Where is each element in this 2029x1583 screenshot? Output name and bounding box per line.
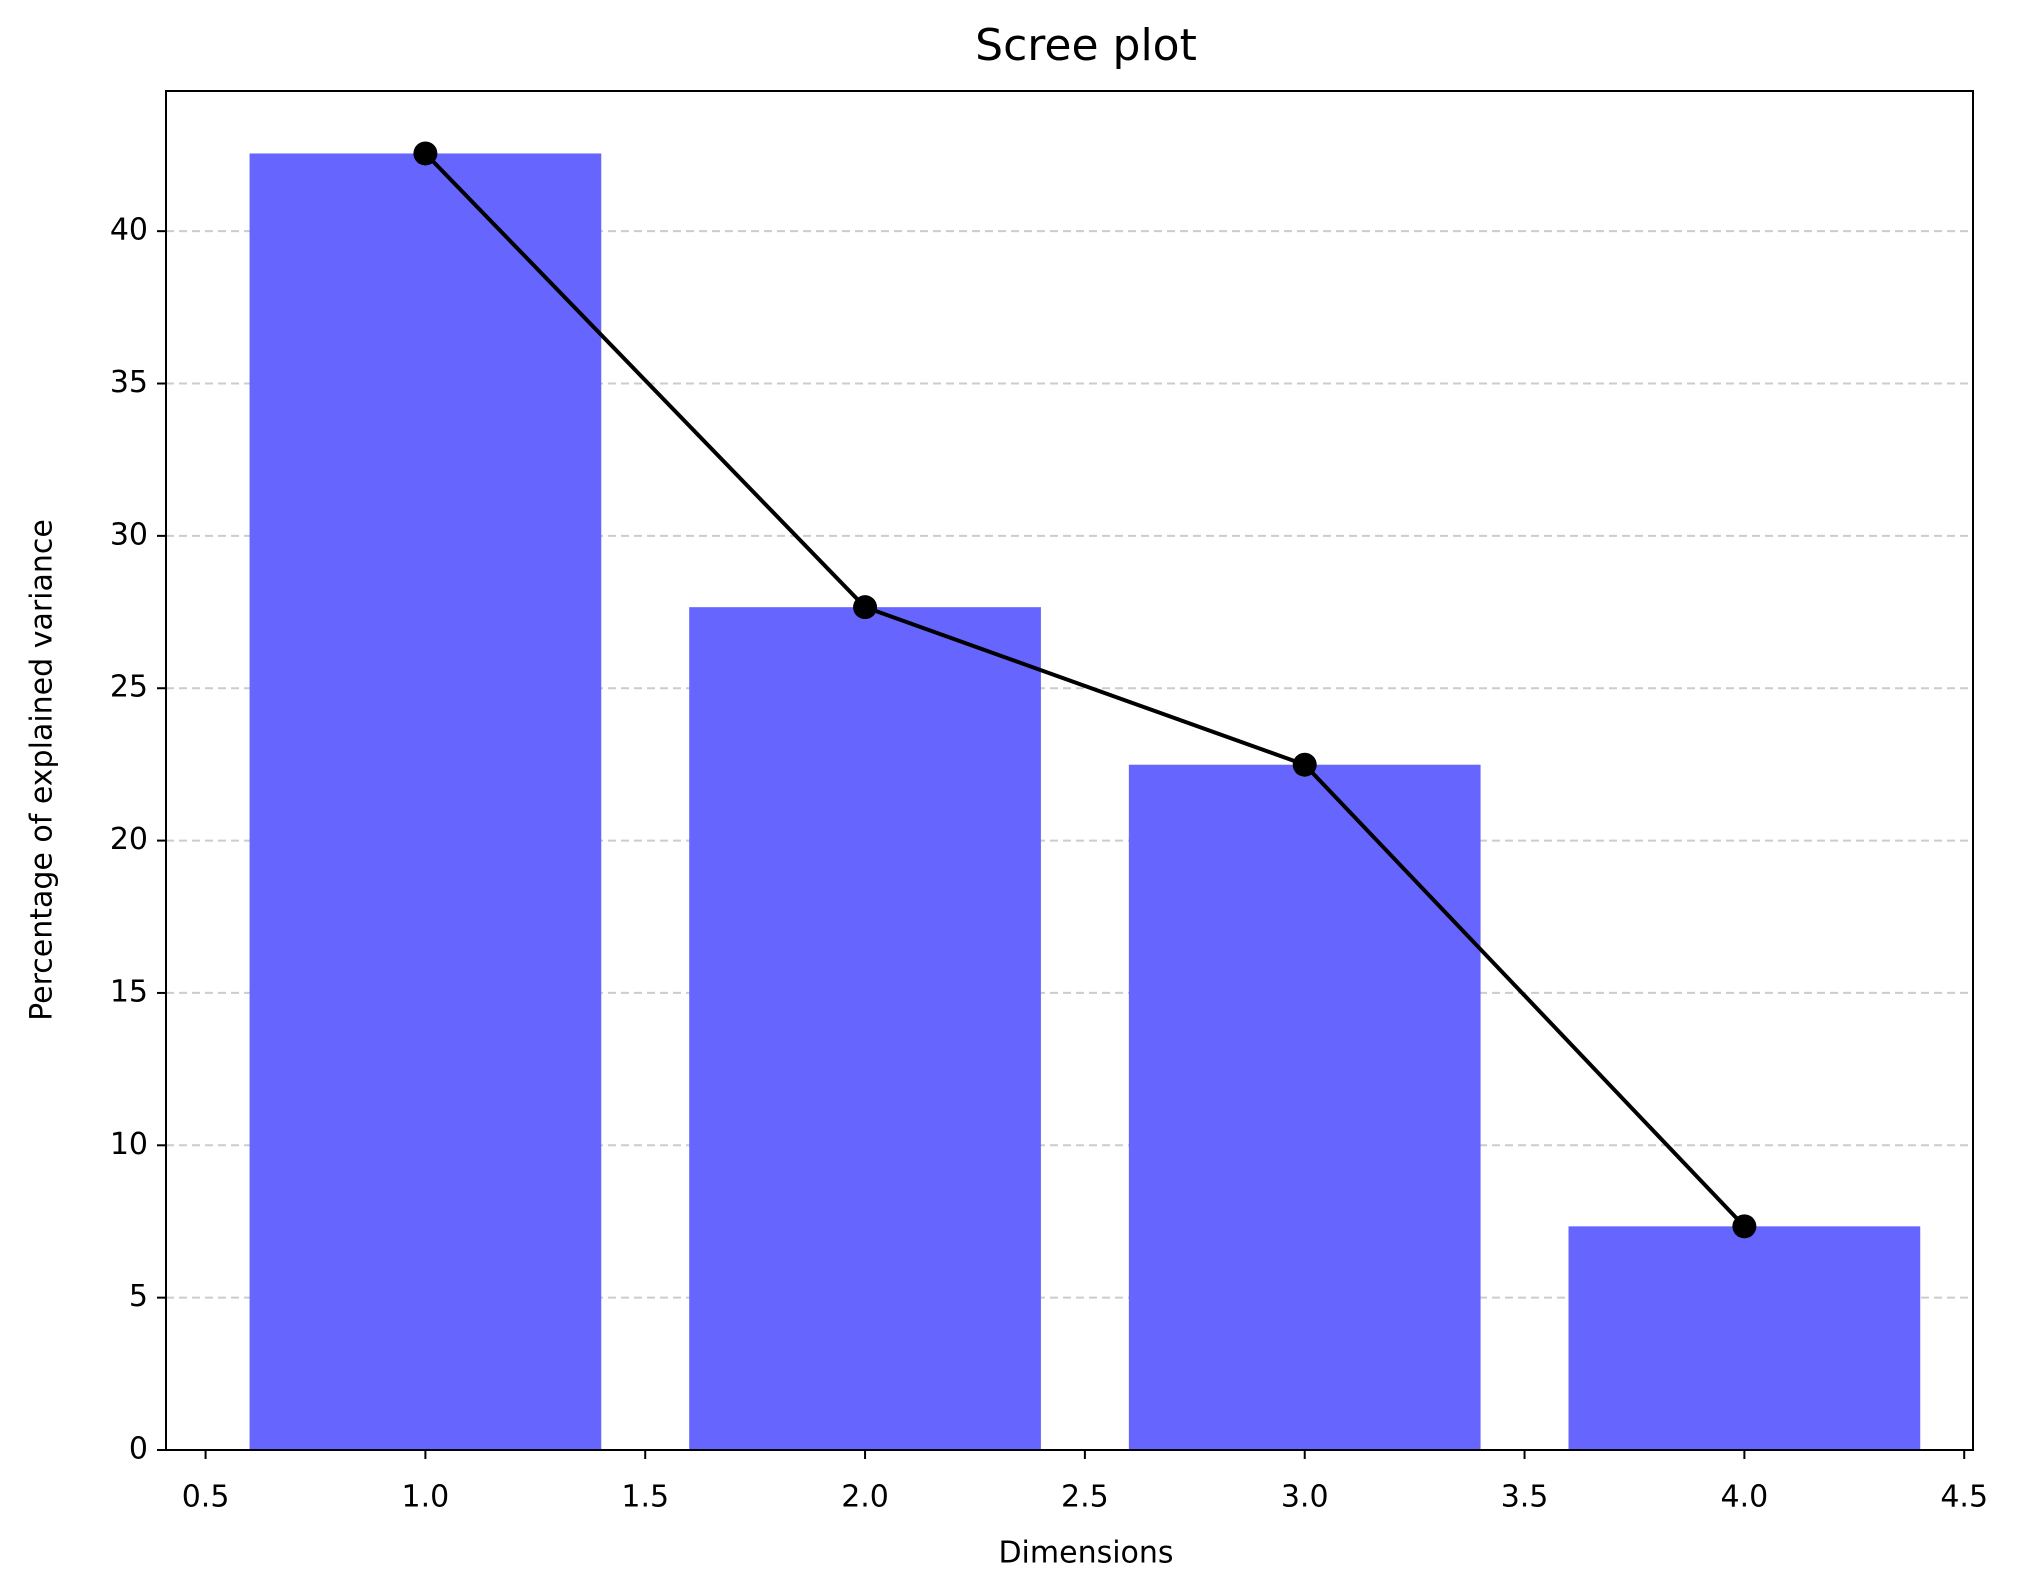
x-tick-label: 4.5: [1940, 1480, 1988, 1515]
x-tick-label: 4.0: [1721, 1480, 1769, 1515]
y-tick-label: 0: [129, 1432, 148, 1467]
chart-title: Scree plot: [975, 20, 1197, 71]
x-tick-label: 0.5: [182, 1480, 230, 1515]
y-tick-label: 30: [110, 517, 148, 552]
marker: [413, 141, 438, 166]
line: [423, 152, 1746, 1228]
x-tick-label: 3.0: [1281, 1480, 1329, 1515]
y-tick-label: 20: [110, 822, 148, 857]
x-axis-label: Dimensions: [998, 1536, 1173, 1571]
y-tick-label: 40: [110, 213, 148, 248]
bar: [1128, 764, 1481, 1450]
bar: [689, 607, 1041, 1450]
bar: [1568, 1226, 1921, 1450]
y-tick-label: 25: [110, 670, 148, 705]
plot-frame: [165, 90, 1974, 1451]
marker: [1732, 1214, 1757, 1239]
bar: [249, 153, 602, 1451]
y-tick-label: 35: [110, 365, 148, 400]
marker: [1292, 752, 1317, 777]
marker: [853, 595, 878, 620]
x-tick-label: 3.5: [1501, 1480, 1549, 1515]
x-tick-label: 2.0: [841, 1480, 889, 1515]
x-tick-label: 2.5: [1061, 1480, 1109, 1515]
y-axis-label: Percentage of explained variance: [25, 519, 60, 1021]
y-tick-label: 10: [110, 1127, 148, 1162]
y-tick-label: 15: [110, 974, 148, 1009]
y-tick-label: 5: [129, 1279, 148, 1314]
x-tick-label: 1.0: [402, 1480, 450, 1515]
x-tick-label: 1.5: [621, 1480, 669, 1515]
